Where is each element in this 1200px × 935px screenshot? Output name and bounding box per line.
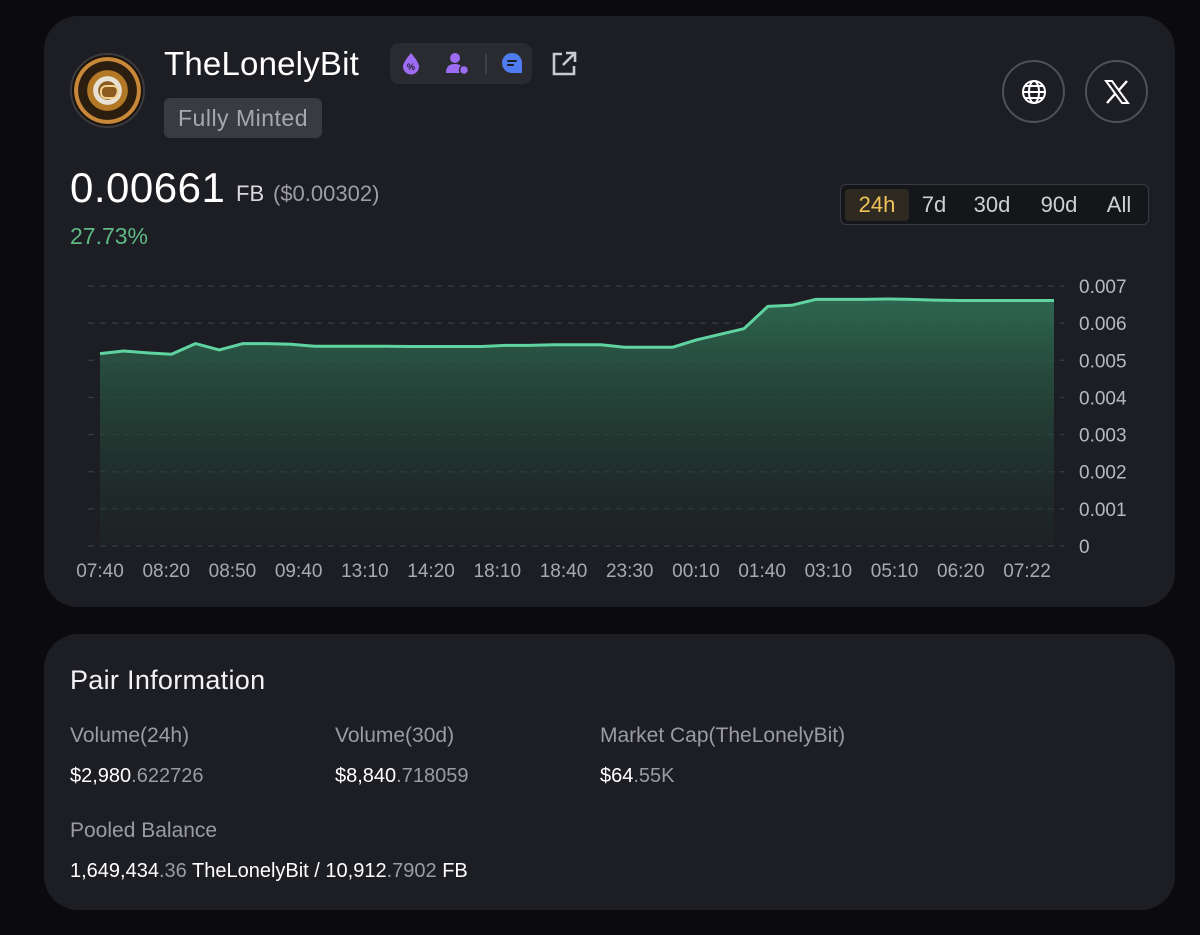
volume-24h-value: $2,980.622726 <box>70 765 204 787</box>
svg-text:%: % <box>407 62 415 72</box>
token-name: TheLonelyBit <box>164 45 360 82</box>
x-tick-label: 09:40 <box>275 561 323 582</box>
percent-drop-icon[interactable]: % <box>399 51 423 75</box>
tab-30d[interactable]: 30d <box>973 192 1011 217</box>
token-badges: % <box>390 43 532 84</box>
y-tick-label: 0.001 <box>1079 500 1127 521</box>
tab-7d[interactable]: 7d <box>921 192 947 217</box>
volume-30d-label: Volume(30d) <box>335 724 455 747</box>
globe-icon <box>1021 79 1046 104</box>
price-card: TheLonelyBit % Fully Minted 0.00661 FB (… <box>44 16 1175 607</box>
price-change: 27.73% <box>70 223 149 249</box>
x-tick-label: 18:10 <box>474 561 522 582</box>
volume-24h-label: Volume(24h) <box>70 724 190 747</box>
x-tick-label: 08:50 <box>209 561 257 582</box>
price-chart: 0.007 0.006 0.005 0.004 0.003 0.002 0.001 0 07:… <box>76 277 1127 582</box>
y-tick-label: 0 <box>1079 537 1090 558</box>
section-title: Pair Information <box>70 665 266 695</box>
x-tick-label: 08:20 <box>142 561 190 582</box>
external-link-icon[interactable] <box>549 49 579 79</box>
price-usd: ($0.00302) <box>273 181 380 206</box>
x-tick-label: 14:20 <box>407 561 455 582</box>
website-button[interactable] <box>1002 60 1065 123</box>
x-tick-label: 05:10 <box>871 561 919 582</box>
x-tick-label: 06:20 <box>937 561 985 582</box>
x-tick-label: 00:10 <box>672 561 720 582</box>
pooled-balance-label: Pooled Balance <box>70 819 218 842</box>
tab-90d[interactable]: 90d <box>1040 192 1078 217</box>
x-tick-label: 01:40 <box>738 561 786 582</box>
price-value: 0.00661 <box>70 164 226 211</box>
pair-information-card: Pair Information Volume(24h) $2,980.6227… <box>44 634 1175 910</box>
y-tick-label: 0.002 <box>1079 463 1127 484</box>
y-tick-label: 0.004 <box>1079 388 1127 409</box>
price-area-fill <box>100 299 1054 546</box>
x-logo-icon <box>1103 79 1130 104</box>
badge-divider <box>485 54 487 74</box>
volume-30d-value: $8,840.718059 <box>335 765 469 787</box>
chat-bubble-icon[interactable] <box>500 51 524 75</box>
mint-status-badge: Fully Minted <box>164 98 322 138</box>
x-tick-label: 18:40 <box>540 561 588 582</box>
y-tick-label: 0.007 <box>1079 277 1127 298</box>
y-tick-label: 0.005 <box>1079 351 1127 372</box>
x-tick-label: 07:40 <box>76 561 124 582</box>
time-range-tabs: 24h 7d 30d 90d All <box>840 184 1149 225</box>
tab-24h[interactable]: 24h <box>845 189 909 221</box>
price-unit: FB <box>236 181 265 206</box>
market-cap-label: Market Cap(TheLonelyBit) <box>600 724 846 747</box>
token-logo <box>70 53 145 128</box>
y-tick-label: 0.003 <box>1079 426 1127 447</box>
x-tick-label: 23:30 <box>606 561 654 582</box>
x-tick-label: 13:10 <box>341 561 389 582</box>
x-tick-label: 07:22 <box>1003 561 1051 582</box>
market-cap-value: $64.55K <box>600 765 675 787</box>
tab-all[interactable]: All <box>1106 192 1132 217</box>
x-social-button[interactable] <box>1085 60 1148 123</box>
price-series-line <box>99 297 1054 356</box>
x-tick-label: 03:10 <box>805 561 853 582</box>
pooled-balance-value: 1,649,434.36 TheLonelyBit / 10,912.7902 … <box>70 860 468 882</box>
user-shield-icon[interactable] <box>445 51 469 75</box>
y-tick-label: 0.006 <box>1079 314 1127 335</box>
